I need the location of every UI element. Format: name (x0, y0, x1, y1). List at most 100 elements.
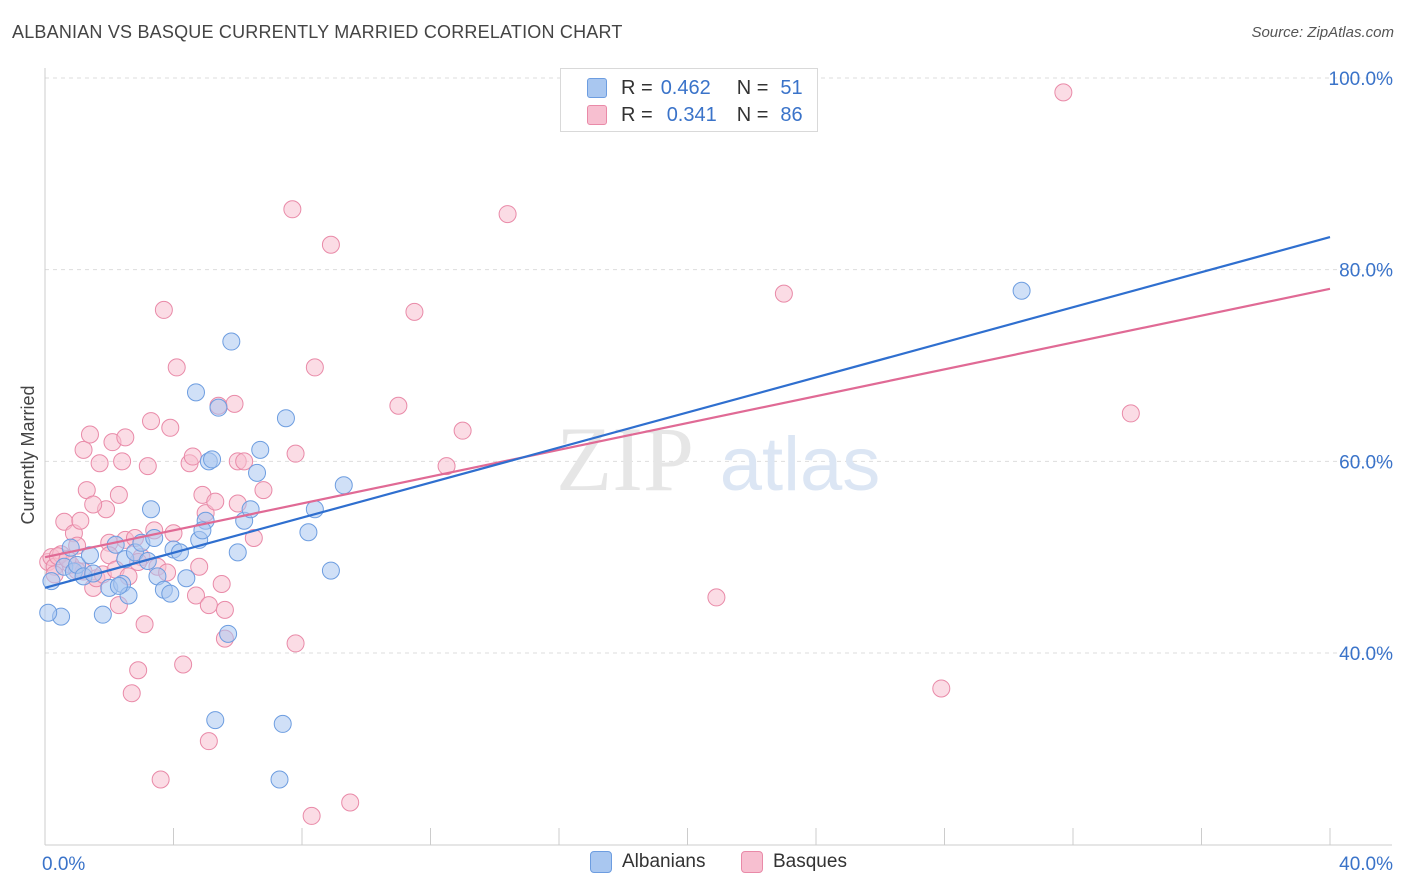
albanians-swatch (587, 78, 607, 98)
basques-legend-label: Basques (773, 851, 847, 872)
basques-point (283, 200, 302, 219)
basques-point (80, 425, 99, 444)
legend-n-label: N = (736, 76, 769, 99)
basques-point (437, 457, 456, 476)
legend-r-value: 0.462 (660, 76, 711, 99)
x-tick-label: 0.0% (42, 854, 85, 875)
basques-point (84, 495, 103, 514)
basques-point (389, 396, 408, 415)
basques-point (215, 600, 234, 619)
basques-point (498, 205, 517, 224)
basques-point (109, 485, 128, 504)
albanians-points (39, 281, 1031, 789)
legend-n-value: 86 (780, 103, 803, 126)
albanians-point (109, 576, 128, 595)
basques-point (212, 575, 231, 593)
basques-point (305, 358, 324, 377)
albanians-point (203, 450, 222, 469)
basques-trend-line (44, 287, 1331, 559)
legend-n-label: N = (736, 103, 769, 126)
basques-point (167, 358, 186, 377)
basques-point (707, 588, 726, 607)
basques-point (453, 421, 472, 440)
basques-point (286, 634, 305, 653)
albanians-point (248, 463, 267, 482)
basques-point (244, 529, 263, 547)
basques-point (142, 412, 161, 431)
basques-point (151, 770, 170, 789)
basques-swatch (587, 105, 607, 125)
basques-point (235, 452, 254, 471)
basques-point (161, 418, 180, 437)
albanians-point (161, 584, 180, 603)
albanians-point (273, 714, 292, 733)
basques-point (190, 557, 209, 576)
legend-item-basques[interactable]: Basques (741, 851, 847, 873)
basques-point (74, 440, 93, 459)
albanians-trend-line (44, 236, 1331, 589)
basques-point (932, 679, 951, 698)
albanians-point (186, 383, 205, 402)
basques-point (113, 452, 132, 471)
basques-point (341, 793, 360, 812)
albanians-point (222, 332, 241, 351)
basques-point (183, 447, 202, 466)
albanians-legend-swatch (590, 851, 612, 873)
basques-point (254, 481, 273, 500)
albanians-point (1012, 281, 1031, 300)
y-axis-label: Currently Married (18, 385, 38, 524)
y-tick-label: 100.0% (1329, 69, 1394, 90)
albanians-point (39, 603, 58, 622)
basques-point (129, 661, 148, 680)
albanians-legend-label: Albanians (622, 851, 706, 872)
basques-point (122, 684, 141, 703)
basques-point (199, 596, 218, 615)
albanians-point (321, 561, 340, 580)
albanians-point (276, 409, 295, 428)
basques-legend-swatch (741, 851, 763, 873)
watermark: ZIP atlas (556, 408, 880, 510)
albanians-point (209, 398, 228, 417)
basques-point (206, 492, 225, 511)
albanians-point (142, 500, 161, 519)
albanians-point (251, 440, 270, 459)
y-tick-label: 60.0% (1339, 452, 1393, 473)
watermark-atlas: atlas (720, 422, 881, 507)
basques-point (199, 732, 218, 751)
basques-point (1121, 404, 1140, 423)
albanians-point (219, 624, 238, 643)
basques-point (164, 524, 183, 543)
y-tick-label: 80.0% (1339, 261, 1393, 282)
legend-r-value: 0.341 (666, 103, 717, 126)
basques-point (71, 511, 90, 530)
basques-point (321, 235, 340, 254)
basques-point (1054, 83, 1073, 102)
albanians-point (270, 770, 289, 789)
basques-point (116, 428, 135, 447)
legend-r-label: R = (621, 103, 653, 126)
albanians-point (228, 543, 247, 562)
y-tick-label: 40.0% (1339, 644, 1393, 665)
axes (44, 68, 1392, 846)
basques-point (138, 457, 157, 476)
basques-point (186, 586, 205, 605)
albanians-point (299, 523, 318, 542)
albanians-point (334, 476, 353, 495)
basques-point (405, 302, 424, 321)
legend-row-albanians: R = 0.462 N = 51 (587, 76, 803, 100)
legend-item-albanians[interactable]: Albanians (590, 851, 705, 873)
series-legend: Albanians Basques (0, 851, 1406, 879)
basques-point (174, 655, 193, 674)
albanians-point (206, 711, 225, 730)
legend-n-value: 51 (780, 76, 803, 99)
correlation-legend: R = 0.462 N = 51 R = 0.341 N = 86 (560, 68, 818, 132)
trend-lines (44, 236, 1331, 589)
tick-labels: 40.0% 60.0% 80.0% 100.0% 0.0% 40.0% (42, 69, 1393, 875)
basques-point (286, 444, 305, 463)
albanians-point (93, 605, 112, 624)
basques-point (154, 300, 173, 319)
legend-row-basques: R = 0.341 N = 86 (587, 103, 803, 127)
chart-title: ALBANIAN VS BASQUE CURRENTLY MARRIED COR… (12, 22, 623, 42)
albanians-point (177, 569, 196, 588)
